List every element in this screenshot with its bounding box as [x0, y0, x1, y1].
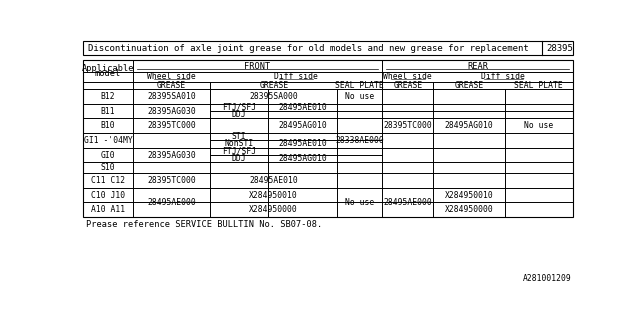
Text: X284950000: X284950000	[445, 205, 493, 214]
Text: 28495AG010: 28495AG010	[278, 121, 327, 130]
Text: 28495AE010: 28495AE010	[278, 103, 327, 112]
Text: DDJ: DDJ	[232, 110, 246, 119]
Bar	[83, 42, 573, 55]
Text: 28495AE000: 28495AE000	[147, 198, 196, 207]
Text: No use: No use	[345, 198, 374, 207]
Text: FTJ/SFJ: FTJ/SFJ	[222, 103, 257, 112]
Text: 28495AG010: 28495AG010	[445, 121, 493, 130]
Text: B10: B10	[100, 121, 115, 130]
Text: 28495AE010: 28495AE010	[250, 176, 298, 185]
Bar	[83, 60, 573, 217]
Text: 28395SA000: 28395SA000	[250, 92, 298, 101]
Text: SEAL PLATE: SEAL PLATE	[335, 81, 384, 90]
Text: REAR: REAR	[467, 62, 488, 71]
Text: 28495AE000: 28495AE000	[383, 198, 432, 207]
Text: C10 J10: C10 J10	[91, 191, 125, 200]
Text: GREASE: GREASE	[259, 81, 289, 90]
Text: B11: B11	[100, 107, 115, 116]
Text: STI: STI	[232, 132, 246, 141]
Text: A10 A11: A10 A11	[91, 205, 125, 214]
Text: 28495AE010: 28495AE010	[278, 140, 327, 148]
Text: S10: S10	[100, 163, 115, 172]
Text: GI0: GI0	[100, 150, 115, 160]
Text: FRONT: FRONT	[244, 62, 271, 71]
Text: FTJ/SFJ: FTJ/SFJ	[222, 147, 257, 156]
Text: Applicable: Applicable	[82, 64, 134, 73]
Text: SEAL PLATE: SEAL PLATE	[515, 81, 563, 90]
Text: X284950000: X284950000	[250, 205, 298, 214]
Text: model: model	[95, 69, 121, 78]
Text: NonSTI: NonSTI	[225, 140, 254, 148]
Text: X284950010: X284950010	[250, 191, 298, 200]
Text: 28395TC000: 28395TC000	[383, 121, 432, 130]
Text: 28395SA010: 28395SA010	[147, 92, 196, 101]
Text: GREASE: GREASE	[157, 81, 186, 90]
Text: Discontinuation of axle joint grease for old models and new grease for replaceme: Discontinuation of axle joint grease for…	[88, 44, 529, 53]
Text: B12: B12	[100, 92, 115, 101]
Text: 28395AG030: 28395AG030	[147, 150, 196, 160]
Text: Wheel side: Wheel side	[383, 72, 432, 81]
Text: Prease reference SERVICE BULLTIN No. SB07-08.: Prease reference SERVICE BULLTIN No. SB0…	[86, 220, 323, 229]
Text: GI1 -'04MY: GI1 -'04MY	[84, 136, 132, 145]
Text: DDJ: DDJ	[232, 154, 246, 163]
Text: 28495AG010: 28495AG010	[278, 154, 327, 163]
Text: A281001209: A281001209	[523, 274, 572, 283]
Text: Wheel side: Wheel side	[147, 72, 196, 81]
Text: 28395: 28395	[547, 44, 573, 53]
Text: 28395AG030: 28395AG030	[147, 107, 196, 116]
Text: C11 C12: C11 C12	[91, 176, 125, 185]
Text: Diff side: Diff side	[481, 72, 525, 81]
Text: No use: No use	[345, 92, 374, 101]
Text: Diff side: Diff side	[275, 72, 318, 81]
Text: 28395TC000: 28395TC000	[147, 176, 196, 185]
Text: 28395TC000: 28395TC000	[147, 121, 196, 130]
Text: GREASE: GREASE	[393, 81, 422, 90]
Text: No use: No use	[524, 121, 554, 130]
Text: GREASE: GREASE	[454, 81, 484, 90]
Text: 28338AE000: 28338AE000	[335, 136, 384, 145]
Text: X284950010: X284950010	[445, 191, 493, 200]
